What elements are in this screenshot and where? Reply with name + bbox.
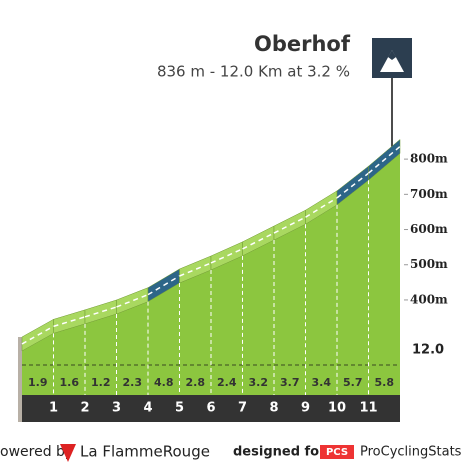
- km-label: 1: [49, 401, 58, 416]
- gradient-label: 2.4: [217, 376, 237, 389]
- segment-dash: [53, 316, 86, 328]
- footer-site: ProCyclingStats: [360, 445, 462, 460]
- footer-pcs: PCS: [326, 447, 348, 458]
- profile-face: [22, 153, 400, 395]
- segment-dash: [368, 145, 401, 174]
- segment-dash: [336, 172, 369, 199]
- gradient-label: 3.4: [312, 376, 332, 389]
- summit-icon: [372, 38, 412, 148]
- chart-subtitle: 836 m - 12.0 Km at 3.2 %: [157, 63, 350, 81]
- gradient-label: 3.7: [280, 376, 300, 389]
- segment-dash: [242, 232, 275, 250]
- km-label: 11: [359, 401, 377, 416]
- gradient-label: 4.8: [154, 376, 174, 389]
- segment-dash: [273, 216, 306, 234]
- icon-snow: [388, 50, 396, 60]
- segment-dash: [305, 197, 338, 218]
- km-label: 3: [112, 401, 121, 416]
- km-label: 10: [328, 401, 346, 416]
- footer-powered: owered by: [0, 444, 73, 460]
- gradient-label: 1.6: [60, 376, 80, 389]
- segment-dash: [210, 248, 243, 264]
- start-block: [18, 336, 22, 422]
- footer: owered by La FlammeRouge designed for PC…: [0, 443, 462, 462]
- gradient-label: 5.8: [375, 376, 395, 389]
- segment-dash: [179, 262, 212, 277]
- y-tick-label: 700m: [410, 187, 448, 201]
- gradient-label: 1.2: [91, 376, 111, 389]
- chart-title: Oberhof: [254, 32, 351, 56]
- end-distance: 12.0: [412, 343, 444, 358]
- segment-dash: [84, 306, 117, 318]
- segment-dash: [147, 275, 180, 296]
- km-label: 4: [143, 401, 152, 416]
- y-tick-label: 400m: [410, 292, 448, 306]
- km-label: 8: [269, 401, 278, 416]
- plot: 1.9 1.6 1.2 2.3 4.8 2.8 2.4 3.2 3.7 3.4 5.7 5.8 1 2 3 4…: [18, 138, 448, 422]
- footer-brand: La FlammeRouge: [80, 443, 210, 461]
- segment-dash: [21, 325, 54, 345]
- km-label: 6: [206, 401, 215, 416]
- km-label: 9: [301, 401, 310, 416]
- km-label: 7: [238, 401, 247, 416]
- y-tick-label: 800m: [410, 152, 448, 166]
- km-label: 5: [175, 401, 184, 416]
- footer-designed: designed for: [233, 445, 326, 460]
- brand-logo: [60, 444, 76, 462]
- distance-band: [22, 395, 400, 422]
- km-label: 2: [80, 401, 89, 416]
- y-tick-label: 600m: [410, 222, 448, 236]
- gradient-label: 2.8: [186, 376, 206, 389]
- segment-dash: [116, 293, 149, 308]
- gradient-label: 1.9: [28, 376, 48, 389]
- icon-mountain: [380, 50, 404, 72]
- y-tick-label: 500m: [410, 257, 448, 271]
- gradient-label: 3.2: [249, 376, 269, 389]
- gradient-label: 5.7: [343, 376, 363, 389]
- pcs-logo: [320, 445, 354, 459]
- gradient-label: 2.3: [123, 376, 143, 389]
